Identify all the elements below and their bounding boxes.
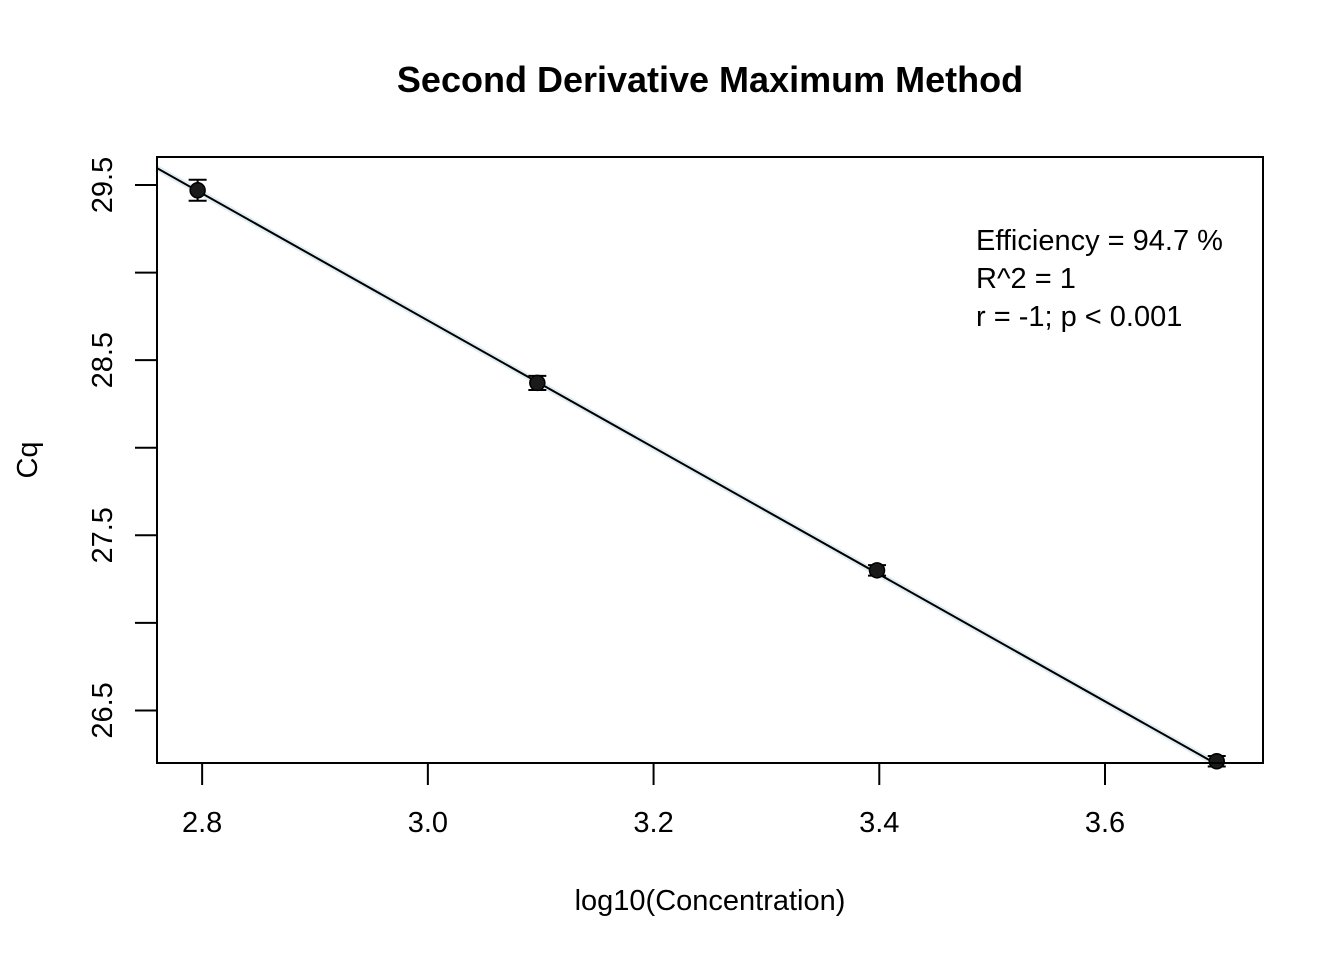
x-tick-label: 3.0 bbox=[408, 807, 448, 839]
y-tick-label: 28.5 bbox=[87, 332, 119, 388]
plot-frame bbox=[156, 156, 1264, 764]
point-marker bbox=[1208, 752, 1225, 770]
y-tick-label: 27.5 bbox=[87, 507, 119, 563]
point-marker bbox=[189, 182, 206, 199]
points-layer bbox=[188, 178, 1226, 770]
point-marker bbox=[529, 374, 546, 392]
annotation-line: r = -1; p < 0.001 bbox=[976, 301, 1182, 333]
data-point bbox=[188, 178, 207, 202]
x-axis: 2.8 3.0 3.2 3.4 3.6 bbox=[182, 763, 1125, 839]
plot-area bbox=[156, 156, 1264, 770]
data-point bbox=[868, 562, 887, 579]
fit-line bbox=[157, 166, 1217, 763]
x-tick-label: 3.2 bbox=[633, 807, 673, 839]
y-axis: 26.5 27.5 28.5 29.5 bbox=[87, 157, 157, 739]
y-tick-label: 29.5 bbox=[87, 157, 119, 213]
annotation-line: Efficiency = 94.7 % bbox=[976, 225, 1223, 257]
annotation-line: R^2 = 1 bbox=[976, 263, 1076, 295]
data-point bbox=[528, 374, 547, 392]
x-tick-label: 3.6 bbox=[1085, 807, 1125, 839]
x-axis-label: log10(Concentration) bbox=[575, 885, 846, 917]
y-tick-label: 26.5 bbox=[87, 682, 119, 738]
x-tick-label: 3.4 bbox=[859, 807, 899, 839]
y-axis-label: Cq bbox=[12, 441, 44, 478]
x-tick-label: 2.8 bbox=[182, 807, 222, 839]
chart-title: Second Derivative Maximum Method bbox=[397, 59, 1023, 100]
annotations: Efficiency = 94.7 % R^2 = 1 r = -1; p < 0.… bbox=[976, 225, 1223, 333]
fit-line-layer bbox=[157, 166, 1217, 763]
point-marker bbox=[868, 562, 886, 579]
data-point bbox=[1207, 752, 1226, 770]
